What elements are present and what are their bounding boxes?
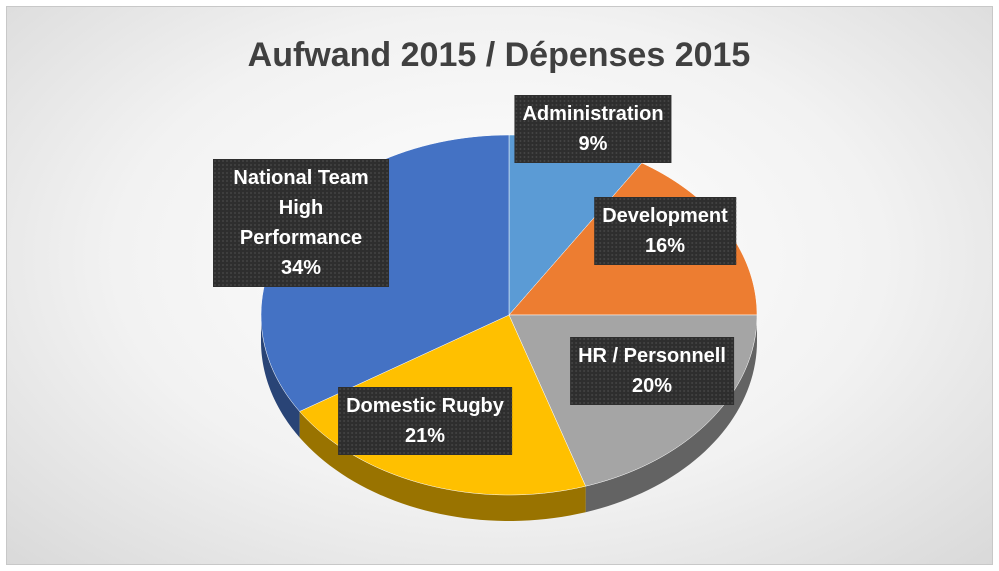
label-category: Administration — [522, 103, 664, 125]
label-category: Development — [602, 205, 728, 227]
label-category: National Team High Performance — [233, 167, 369, 249]
label-category: Domestic Rugby — [346, 395, 504, 417]
label-value: 20% — [631, 375, 673, 397]
slice-side — [585, 315, 757, 513]
label-category: HR / Personnell — [578, 345, 726, 367]
data-label: Development 16% — [594, 197, 736, 265]
slice-side — [261, 315, 300, 438]
label-value: 16% — [644, 235, 686, 257]
data-label: National Team High Performance 34% — [213, 159, 389, 287]
data-label: HR / Personnell 20% — [570, 337, 734, 405]
data-label: Domestic Rugby 21% — [338, 387, 512, 455]
data-label: Administration 9% — [514, 95, 672, 163]
label-value: 34% — [280, 257, 322, 279]
pie-canvas: Aufwand 2015 / Dépenses 2015 — [248, 36, 758, 521]
slice-side — [299, 411, 586, 521]
chart: Aufwand 2015 / Dépenses 2015 Administrat… — [6, 6, 993, 565]
chart-title: Aufwand 2015 / Dépenses 2015 — [248, 36, 751, 74]
label-value: 21% — [404, 425, 446, 447]
label-value: 9% — [578, 133, 608, 155]
